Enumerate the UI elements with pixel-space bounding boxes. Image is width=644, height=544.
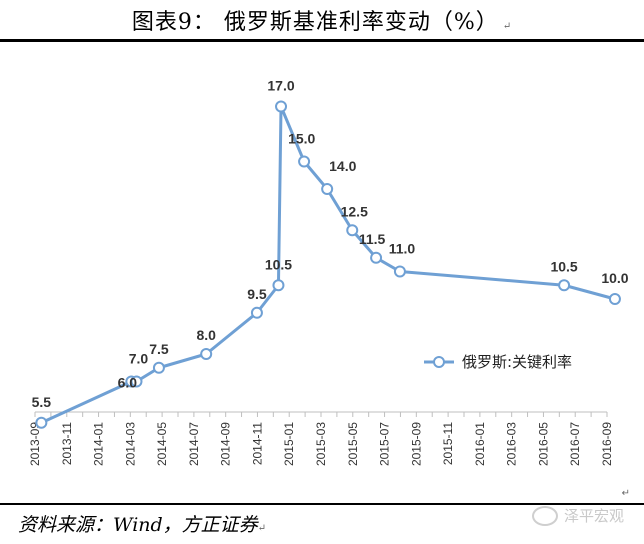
watermark-text: 泽平宏观 [563, 507, 624, 525]
bottom-rule [0, 503, 644, 505]
x-tick-label: 2014-07 [187, 422, 201, 466]
data-label: 14.0 [329, 158, 356, 174]
source-text: 资料来源：Wind，方正证券 [18, 514, 258, 536]
data-label: 8.0 [196, 327, 216, 343]
x-tick-label: 2015-09 [409, 422, 423, 466]
data-point [35, 416, 48, 429]
data-label: 15.0 [288, 131, 315, 147]
data-label: 6.0 [118, 375, 138, 391]
page-title: 图表9： 俄罗斯基准利率变动（%） ↵ [0, 4, 644, 36]
data-label: 9.5 [247, 286, 267, 302]
wechat-icon [531, 505, 558, 526]
data-label: 7.5 [149, 341, 169, 357]
data-point [393, 265, 406, 278]
x-tick-label: 2015-05 [346, 422, 360, 466]
data-label: 10.0 [601, 270, 628, 286]
watermark: 泽平宏观 [531, 505, 624, 526]
x-axis-ticks [34, 412, 608, 417]
x-tick-label: 2014-11 [250, 422, 264, 465]
x-tick-label: 2015-11 [441, 422, 455, 465]
source-note: 资料来源：Wind，方正证券↵ [18, 510, 266, 537]
data-point [558, 279, 571, 292]
data-label: 10.5 [265, 256, 292, 272]
x-tick-label: 2016-09 [600, 422, 614, 466]
data-point [130, 375, 143, 388]
legend-marker [433, 356, 445, 368]
data-point [298, 155, 311, 168]
x-tick-label: 2013-09 [28, 422, 42, 466]
x-tick-label: 2014-09 [219, 422, 233, 466]
data-point [200, 348, 213, 360]
x-tick-label: 2015-03 [314, 422, 328, 466]
top-rule [0, 39, 644, 42]
x-tick-label: 2015-01 [282, 422, 296, 466]
data-point [275, 100, 288, 113]
x-tick-label: 2016-07 [568, 422, 582, 466]
data-point [250, 306, 263, 319]
title-text: 图表9： 俄罗斯基准利率变动（%） [131, 10, 499, 35]
data-label: 7.0 [129, 351, 149, 367]
data-point [152, 361, 165, 374]
data-point [370, 251, 383, 264]
paragraph-mark-icon: ↵ [502, 21, 513, 32]
source-paragraph-mark-icon: ↵ [257, 523, 267, 534]
data-label: 12.5 [341, 203, 368, 219]
x-tick-label: 2015-07 [378, 422, 392, 466]
x-tick-label: 2014-05 [155, 422, 169, 466]
legend-label: 俄罗斯:关键利率 [462, 353, 572, 371]
data-point [272, 279, 285, 292]
x-tick-label: 2014-03 [123, 422, 137, 466]
data-label: 11.5 [359, 231, 386, 247]
data-label: 5.5 [32, 394, 52, 410]
data-label: 11.0 [389, 241, 416, 257]
data-point [321, 183, 334, 195]
data-point [608, 293, 621, 305]
data-point [346, 224, 359, 237]
x-tick-label: 2016-05 [536, 422, 550, 466]
x-tick-label: 2016-03 [505, 422, 519, 466]
x-tick-label: 2013-11 [60, 422, 74, 465]
x-tick-label: 2014-01 [92, 422, 106, 466]
corner-paragraph-mark-icon: ↵ [621, 488, 630, 499]
data-label: 17.0 [267, 78, 294, 94]
data-label: 10.5 [550, 258, 577, 274]
x-tick-label: 2016-01 [473, 422, 487, 466]
